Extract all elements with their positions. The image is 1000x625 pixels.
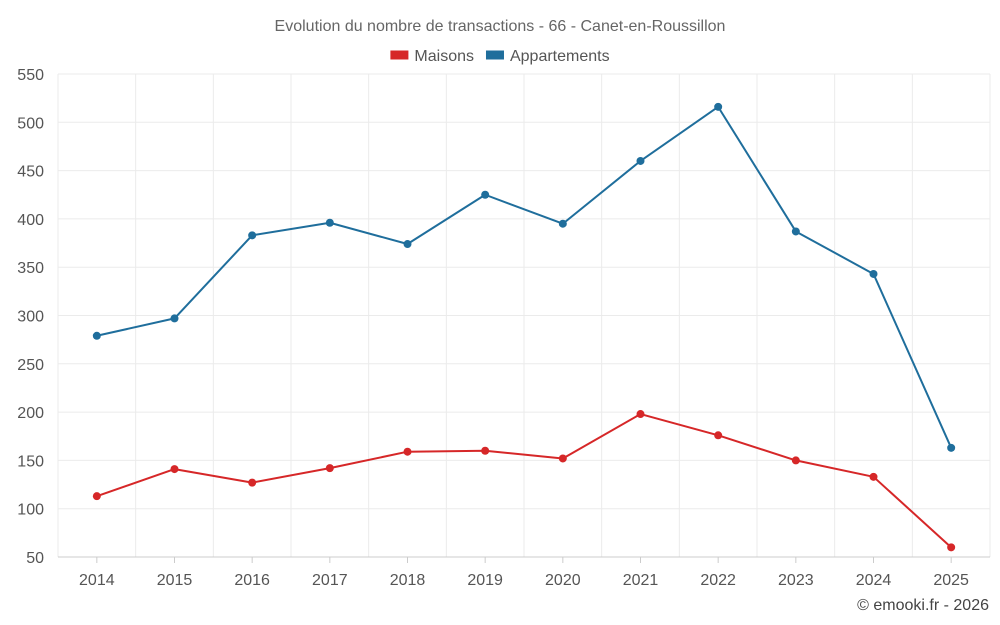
axis-layer: 50 100 150 200 250 300 350 400 450 500 550 2014 2015… (17, 67, 990, 589)
y-tick-label: 250 (17, 357, 44, 374)
data-point-appartements (92, 331, 101, 340)
legend[interactable]: Maisons Appartements (390, 48, 610, 65)
series-layer (92, 102, 956, 552)
data-point-appartements (869, 269, 878, 278)
x-tick-label: 2020 (545, 572, 581, 589)
data-point-appartements (947, 443, 956, 452)
legend-swatch-appartements (485, 50, 504, 60)
x-tick-label: 2024 (856, 572, 892, 589)
x-tick-label: 2018 (390, 572, 426, 589)
x-tick-label: 2017 (312, 572, 348, 589)
data-point-appartements (325, 218, 334, 227)
y-tick-label: 400 (17, 212, 44, 229)
data-point-maisons (869, 472, 878, 481)
x-tick-label: 2023 (778, 572, 814, 589)
series-appartements (92, 102, 956, 452)
data-point-appartements (558, 219, 567, 228)
data-point-appartements (791, 227, 800, 236)
y-tick-label: 550 (17, 67, 44, 84)
x-tick-label: 2015 (157, 572, 193, 589)
x-tick-label: 2022 (700, 572, 736, 589)
y-tick-label: 150 (17, 453, 44, 470)
x-tick-label: 2021 (623, 572, 659, 589)
x-tick-label: 2016 (234, 572, 270, 589)
series-line-appartements (95, 105, 953, 449)
data-point-appartements (714, 102, 723, 111)
data-point-maisons (947, 543, 956, 552)
legend-label-maisons: Maisons (414, 48, 474, 65)
legend-swatch-maisons (390, 50, 409, 60)
grid-layer (57, 73, 991, 557)
data-point-maisons (636, 410, 645, 419)
legend-item-appartements[interactable]: Appartements (485, 48, 610, 65)
y-tick-label: 200 (17, 405, 44, 422)
data-point-appartements (403, 240, 412, 249)
credit-text: © emooki.fr - 2026 (857, 597, 989, 614)
legend-label-appartements: Appartements (510, 48, 610, 65)
y-tick-label: 350 (17, 260, 44, 277)
x-tick-label: 2025 (933, 572, 969, 589)
y-tick-label: 100 (17, 502, 44, 519)
y-tick-label: 500 (17, 115, 44, 132)
data-point-appartements (248, 231, 257, 240)
data-point-maisons (403, 447, 412, 456)
data-point-maisons (481, 446, 490, 455)
series-maisons (92, 410, 956, 552)
legend-item-maisons[interactable]: Maisons (390, 48, 474, 65)
data-point-maisons (714, 431, 723, 440)
data-point-appartements (481, 190, 490, 199)
data-point-maisons (325, 464, 334, 473)
x-tick-label: 2019 (467, 572, 503, 589)
data-point-maisons (92, 492, 101, 501)
data-point-maisons (170, 465, 179, 474)
chart-title: Evolution du nombre de transactions - 66… (275, 18, 726, 35)
series-line-maisons (95, 413, 953, 549)
data-point-maisons (558, 454, 567, 463)
data-point-maisons (248, 478, 257, 487)
data-point-appartements (636, 156, 645, 165)
data-point-maisons (791, 456, 800, 465)
y-tick-label: 300 (17, 309, 44, 326)
data-point-appartements (170, 314, 179, 323)
x-tick-label: 2014 (79, 572, 115, 589)
y-tick-label: 450 (17, 164, 44, 181)
y-tick-label: 50 (26, 550, 44, 567)
